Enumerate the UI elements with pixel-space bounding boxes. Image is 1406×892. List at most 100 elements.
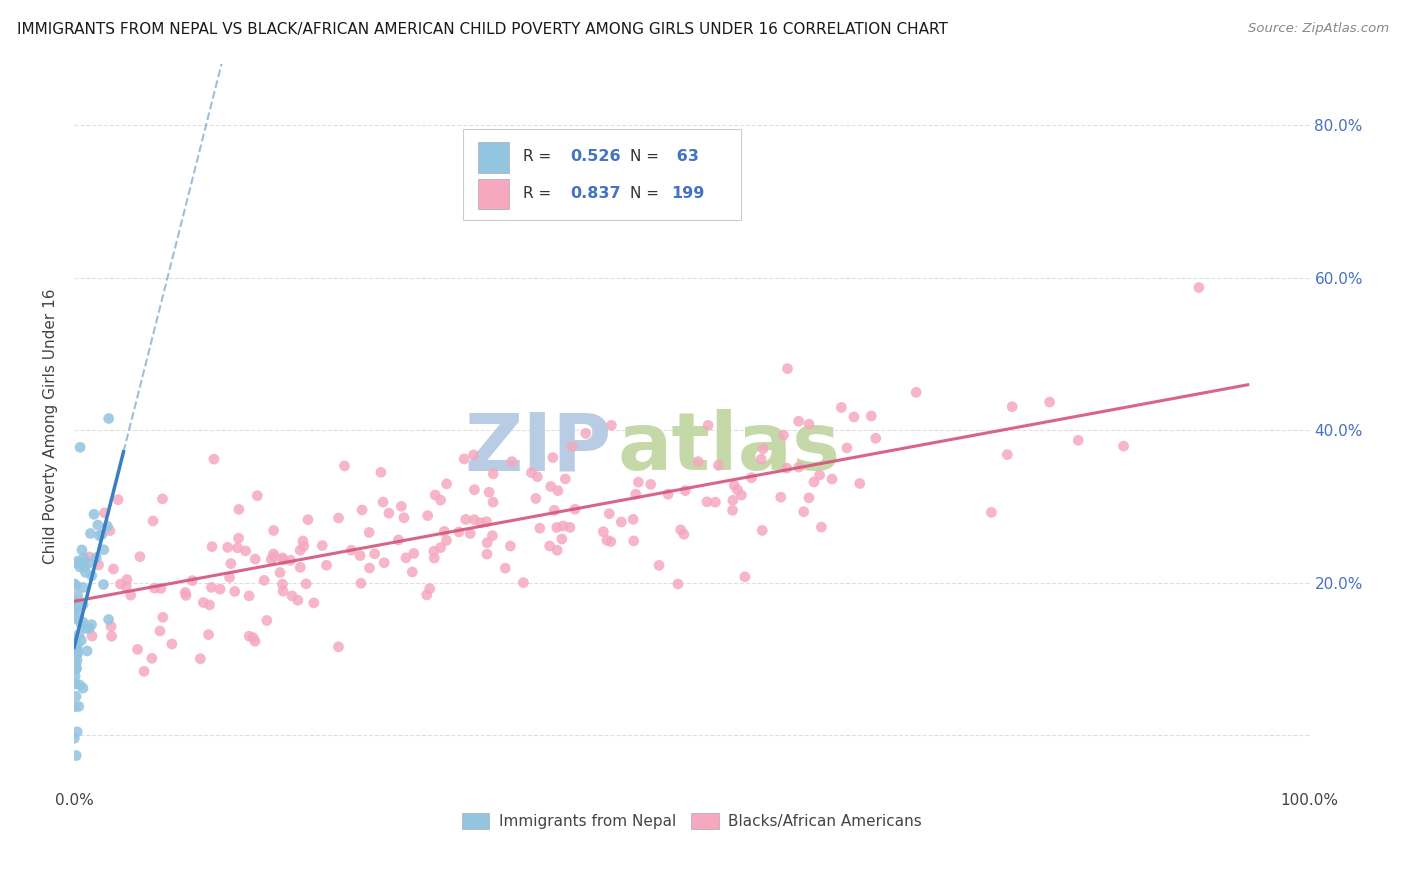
Point	[66, 653, 89, 667]
Point	[263, 524, 285, 538]
Point	[340, 543, 363, 558]
Bar	[478, 178, 509, 209]
Point	[65, 632, 87, 646]
Point	[280, 553, 302, 567]
Point	[787, 460, 810, 475]
Point	[529, 521, 551, 535]
Point	[1001, 400, 1024, 414]
Point	[494, 561, 516, 575]
Point	[373, 556, 395, 570]
Point	[63, 601, 86, 615]
Point	[697, 418, 720, 433]
Point	[704, 495, 727, 509]
Point	[98, 524, 121, 538]
Point	[623, 533, 645, 548]
Point	[243, 634, 266, 648]
Point	[217, 541, 239, 555]
Point	[93, 577, 115, 591]
Point	[271, 550, 294, 565]
Point	[141, 651, 163, 665]
Point	[70, 617, 93, 632]
Point	[349, 549, 371, 563]
Point	[271, 577, 294, 591]
Point	[295, 577, 318, 591]
Point	[200, 581, 222, 595]
Point	[436, 533, 458, 548]
Point	[423, 544, 446, 558]
Point	[66, 589, 89, 603]
Point	[63, 677, 86, 691]
Point	[107, 492, 129, 507]
Point	[198, 598, 221, 612]
Legend: Immigrants from Nepal, Blacks/African Americans: Immigrants from Nepal, Blacks/African Am…	[456, 807, 928, 835]
Point	[93, 542, 115, 557]
Point	[87, 558, 110, 572]
Point	[72, 550, 94, 565]
Point	[543, 503, 565, 517]
Point	[315, 558, 337, 573]
Point	[67, 627, 90, 641]
Point	[401, 565, 423, 579]
Point	[65, 578, 87, 592]
Point	[673, 483, 696, 498]
Point	[558, 520, 581, 534]
Y-axis label: Child Poverty Among Girls Under 16: Child Poverty Among Girls Under 16	[44, 288, 58, 564]
Point	[352, 503, 374, 517]
Point	[419, 582, 441, 596]
Point	[256, 614, 278, 628]
Point	[80, 617, 103, 632]
Point	[193, 595, 215, 609]
Point	[350, 576, 373, 591]
Bar	[478, 143, 509, 173]
Text: 199: 199	[671, 186, 704, 201]
Point	[905, 385, 928, 400]
Point	[69, 560, 91, 574]
Point	[980, 505, 1002, 519]
Point	[67, 699, 90, 714]
Point	[749, 452, 772, 467]
Point	[1067, 434, 1090, 448]
Point	[1188, 280, 1211, 294]
Point	[209, 582, 232, 596]
Point	[235, 544, 257, 558]
Point	[389, 500, 412, 514]
Point	[865, 431, 887, 445]
Point	[100, 619, 122, 633]
Point	[72, 555, 94, 569]
Point	[291, 533, 314, 548]
Point	[288, 543, 311, 558]
Point	[253, 574, 276, 588]
Point	[333, 458, 356, 473]
Point	[392, 510, 415, 524]
Point	[65, 601, 87, 615]
Point	[201, 540, 224, 554]
Point	[66, 638, 89, 652]
Point	[666, 577, 689, 591]
Text: 63: 63	[671, 149, 699, 164]
Point	[75, 566, 97, 580]
Point	[402, 546, 425, 560]
Point	[453, 452, 475, 467]
Point	[463, 448, 485, 462]
Point	[75, 621, 97, 635]
Point	[260, 552, 283, 566]
Point	[63, 699, 86, 714]
Point	[70, 598, 93, 612]
Point	[481, 528, 503, 542]
Point	[79, 526, 101, 541]
Point	[228, 531, 250, 545]
Text: N =: N =	[630, 186, 659, 201]
Point	[87, 518, 110, 533]
Point	[128, 549, 150, 564]
Point	[624, 487, 647, 501]
Point	[273, 552, 295, 566]
Point	[688, 454, 710, 468]
Point	[66, 557, 89, 571]
Point	[482, 495, 505, 509]
Point	[447, 524, 470, 539]
Text: R =: R =	[523, 149, 555, 164]
Point	[830, 401, 852, 415]
Point	[197, 627, 219, 641]
Point	[371, 495, 394, 509]
Point	[359, 525, 381, 540]
